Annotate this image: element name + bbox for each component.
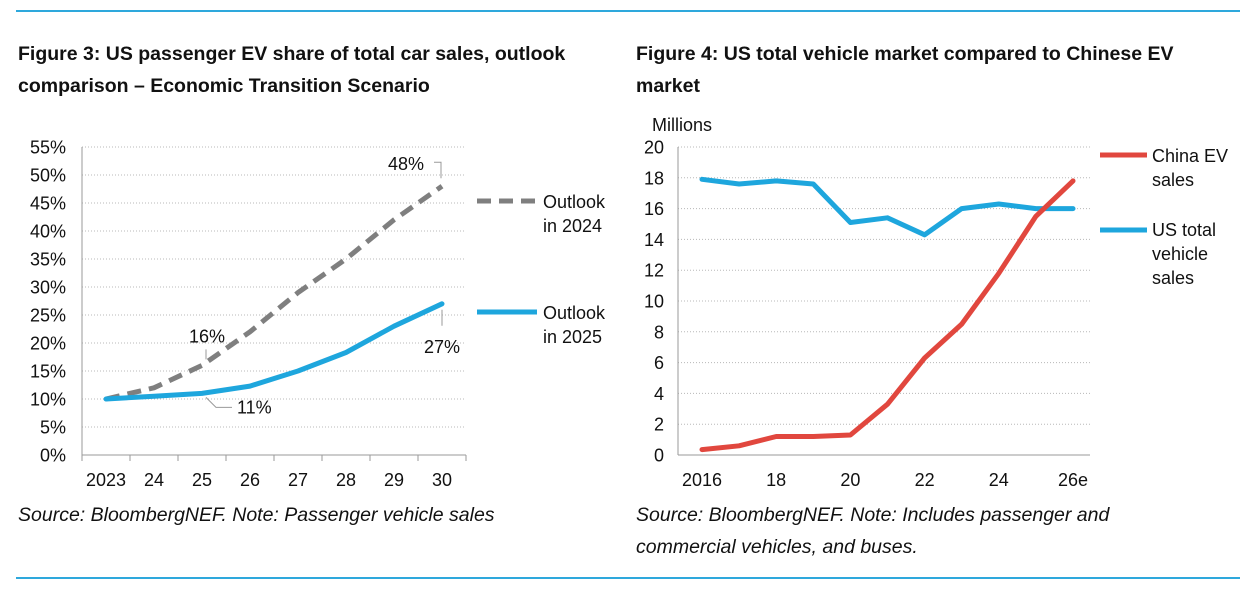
fig3-x-tick-label: 28 [336, 470, 356, 490]
fig3-legend-label-outlook-2025: Outlook [543, 303, 606, 323]
fig3-annotation-16: 16% [189, 326, 225, 346]
fig4-x-tick-label: 20 [840, 470, 860, 490]
fig3-y-tick-label: 10% [30, 390, 66, 410]
fig3-annotation-27: 27% [424, 337, 460, 357]
fig4-legend-label-us-total: vehicle [1152, 244, 1208, 264]
fig4-y-tick-label: 20 [644, 138, 664, 158]
fig3-y-tick-label: 35% [30, 250, 66, 270]
fig4-legend-label-us-total: sales [1152, 268, 1194, 288]
fig3-legend-label-outlook-2024: Outlook [543, 192, 606, 212]
fig4-x-tick-label: 22 [915, 470, 935, 490]
fig3-y-tick-label: 30% [30, 278, 66, 298]
fig4-y-tick-label: 0 [654, 446, 664, 466]
fig4-y-axis-label: Millions [652, 115, 712, 135]
fig4-series-us-total-line [699, 176, 1076, 238]
fig4-legend-label-us-total: US total [1152, 220, 1216, 240]
fig3-annotation-11: 11% [237, 397, 272, 417]
fig3-y-tick-label: 45% [30, 194, 66, 214]
fig3-y-tick-label: 50% [30, 166, 66, 186]
fig3-x-tick-label: 2023 [86, 470, 126, 490]
fig3-x-tick-label: 27 [288, 470, 308, 490]
fig4-y-tick-label: 2 [654, 415, 664, 435]
fig4-x-tick-label: 18 [766, 470, 786, 490]
fig3-y-tick-label: 25% [30, 306, 66, 326]
fig4-y-tick-label: 18 [644, 168, 664, 188]
fig4-x-tick-label: 24 [989, 470, 1009, 490]
fig3-x-tick-label: 30 [432, 470, 452, 490]
fig3-series-outlook-2025-line [103, 301, 445, 402]
figure4-title: Figure 4: US total vehicle market compar… [636, 43, 1174, 97]
fig4-y-tick-label: 10 [644, 292, 664, 312]
fig4-x-tick-label: 2016 [682, 470, 722, 490]
fig3-series-outlook-2024-line [105, 184, 444, 402]
fig3-y-tick-label: 55% [30, 138, 66, 158]
top-rule [16, 10, 1240, 12]
fig3-y-tick-label: 15% [30, 362, 66, 382]
fig4-x-tick-label: 26e [1058, 470, 1088, 490]
fig4-legend-label-china-ev: sales [1152, 170, 1194, 190]
fig4-y-tick-label: 6 [654, 353, 664, 373]
figure3-title: Figure 3: US passenger EV share of total… [18, 43, 566, 97]
fig4-y-tick-label: 16 [644, 199, 664, 219]
figure3-source: Source: BloombergNEF. Note: Passenger ve… [18, 504, 495, 526]
fig3-x-tick-label: 29 [384, 470, 404, 490]
fig3-y-tick-label: 20% [30, 334, 66, 354]
fig4-y-tick-label: 4 [654, 384, 664, 404]
fig3-x-tick-label: 24 [144, 470, 164, 490]
fig3-x-tick-label: 26 [240, 470, 260, 490]
fig3-annotation-leader [205, 397, 232, 408]
fig3-x-tick-label: 25 [192, 470, 212, 490]
fig4-y-tick-label: 14 [644, 230, 664, 250]
bottom-rule [16, 577, 1240, 579]
fig3-annotation-48: 48% [388, 154, 424, 174]
fig4-y-tick-label: 8 [654, 322, 664, 342]
fig3-legend-label-outlook-2024: in 2024 [543, 216, 602, 236]
fig4-y-tick-label: 12 [644, 261, 664, 281]
figure4-source: Source: BloombergNEF. Note: Includes pas… [636, 504, 1110, 558]
fig3-annotation-leader [434, 161, 442, 179]
fig4-legend-label-china-ev: China EV [1152, 146, 1228, 166]
fig3-y-tick-label: 40% [30, 222, 66, 242]
fig3-legend-label-outlook-2025: in 2025 [543, 327, 602, 347]
fig3-y-tick-label: 5% [40, 418, 66, 438]
fig4-series-china-ev-line [699, 178, 1076, 453]
fig3-y-tick-label: 0% [40, 446, 66, 466]
